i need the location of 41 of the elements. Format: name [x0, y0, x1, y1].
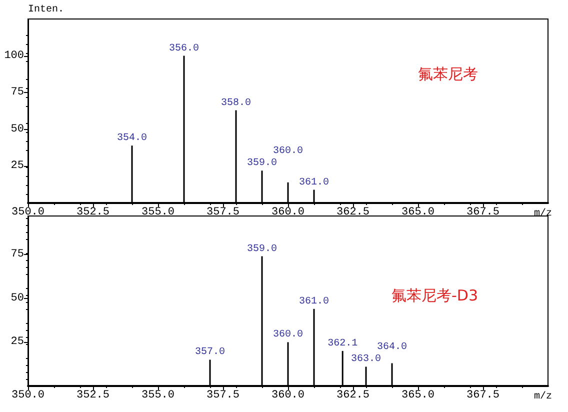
- y-tick-label: 75: [10, 248, 24, 261]
- annotation: 362.1: [328, 338, 358, 350]
- annotation: 358.0: [220, 98, 252, 109]
- x-tick-label: 360.0: [271, 206, 305, 218]
- annotation: 359.0: [246, 244, 278, 255]
- annotation: 氟苯尼考: [418, 65, 478, 84]
- x-tick-label: 352.5: [76, 390, 110, 402]
- y-tick-label: 75: [10, 86, 24, 99]
- x-tick-label: 355.0: [141, 390, 175, 402]
- annotation: 361.0: [298, 296, 330, 308]
- x-tick-label: 355.0: [141, 206, 175, 218]
- y-axis-title: Inten.: [28, 4, 64, 16]
- annotation: 360.0: [272, 330, 304, 341]
- x-tick-label: 350.0: [11, 390, 45, 402]
- x-tick-label: 365.0: [401, 206, 435, 218]
- annotation: 364.0: [376, 342, 408, 354]
- annotation: 361.0: [298, 177, 330, 188]
- y-tick-label: 100: [4, 50, 24, 62]
- x-tick-label: 352.5: [76, 206, 110, 218]
- x-tick-label: 365.0: [401, 390, 435, 402]
- x-axis-title: m/z: [534, 390, 552, 402]
- annotation: 氟苯尼考-D3: [391, 286, 478, 304]
- annotation: 360.0: [272, 146, 304, 158]
- x-tick-label: 367.5: [466, 390, 500, 402]
- annotation: 354.0: [116, 133, 148, 144]
- x-tick-label: 357.5: [206, 390, 240, 402]
- x-tick-label: 367.5: [466, 206, 500, 218]
- y-tick-label: 50: [10, 123, 24, 136]
- x-tick-label: 362.5: [336, 206, 370, 218]
- annotation: 359.0: [246, 158, 278, 170]
- annotation: 357.0: [194, 347, 226, 358]
- x-tick-label: 362.5: [336, 390, 370, 402]
- x-tick-label: 357.5: [206, 206, 240, 218]
- x-tick-label: 360.0: [271, 390, 305, 402]
- y-tick-label: 25: [10, 160, 24, 172]
- annotation: 363.0: [350, 354, 382, 366]
- x-tick-label: 350.0: [11, 206, 45, 218]
- x-axis-title: m/z: [534, 208, 552, 220]
- annotation: 356.0: [168, 43, 200, 54]
- y-tick-label: 25: [10, 336, 24, 348]
- y-tick-label: 50: [10, 292, 24, 304]
